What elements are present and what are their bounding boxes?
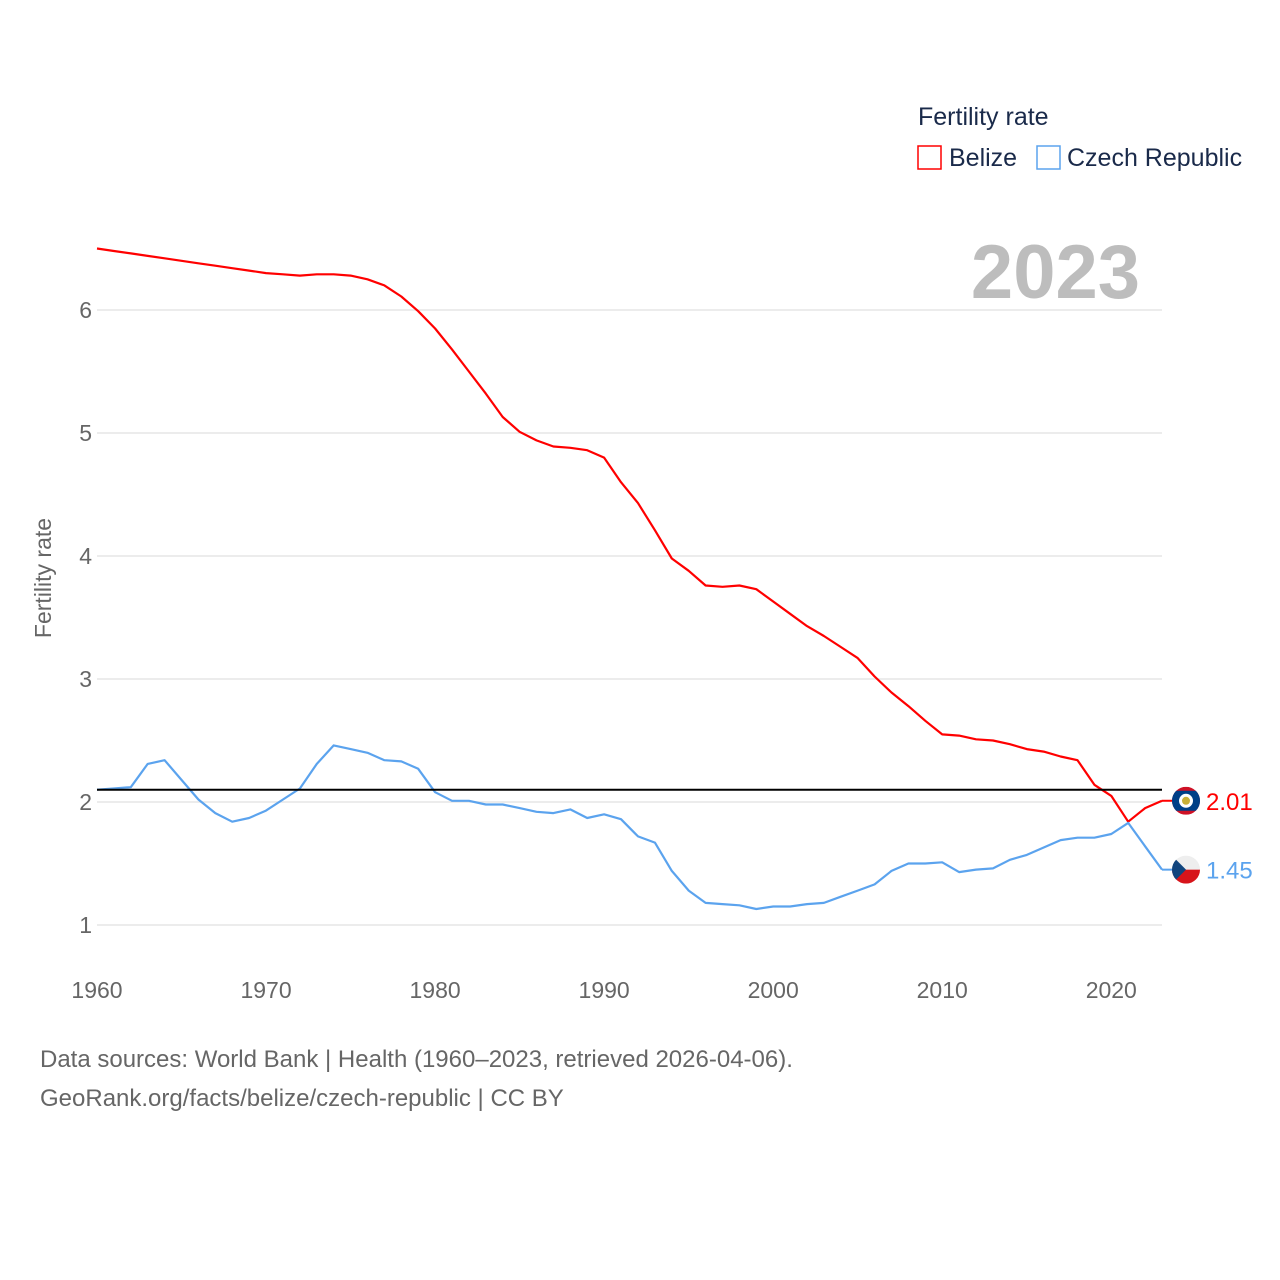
legend-title: Fertility rate xyxy=(918,103,1049,131)
legend-label-belize[interactable]: Belize xyxy=(949,144,1017,172)
x-tick-label: 1960 xyxy=(71,977,122,1003)
year-label: 2023 xyxy=(971,230,1140,315)
czech-flag-icon xyxy=(1172,855,1200,884)
y-tick-label: 2 xyxy=(79,789,92,815)
legend-label-czech[interactable]: Czech Republic xyxy=(1067,144,1242,172)
belize-flag-icon xyxy=(1172,786,1200,815)
end-value-label: 1.45 xyxy=(1206,858,1253,885)
y-tick-label: 4 xyxy=(79,543,92,569)
legend-swatch-czech xyxy=(1036,145,1061,170)
x-tick-label: 1970 xyxy=(240,977,291,1003)
y-axis-label: Fertility rate xyxy=(30,518,56,638)
flag xyxy=(1172,855,1200,884)
y-tick-label: 6 xyxy=(79,297,92,323)
flag xyxy=(1172,786,1200,815)
source-note: Data sources: World Bank | Health (1960–… xyxy=(40,1046,793,1073)
x-tick-label: 2020 xyxy=(1086,977,1137,1003)
legend-swatch-belize xyxy=(917,145,942,170)
x-tick-label: 2010 xyxy=(917,977,968,1003)
end-value-label: 2.01 xyxy=(1206,789,1253,816)
source-link[interactable]: GeoRank.org/facts/belize/czech-republic … xyxy=(40,1085,564,1112)
x-tick-label: 1990 xyxy=(579,977,630,1003)
y-tick-label: 3 xyxy=(79,666,92,692)
series-line-belize xyxy=(96,247,1163,823)
y-tick-label: 1 xyxy=(79,912,92,938)
series-line-czech-republic xyxy=(96,744,1163,911)
flag-triangle xyxy=(1172,855,1186,884)
legend: Fertility rate Belize Czech Republic xyxy=(917,103,1242,172)
flag-emblem-inner xyxy=(1182,796,1190,805)
y-tick-label: 5 xyxy=(79,420,92,446)
x-tick-label: 1980 xyxy=(410,977,461,1003)
x-tick-label: 2000 xyxy=(748,977,799,1003)
